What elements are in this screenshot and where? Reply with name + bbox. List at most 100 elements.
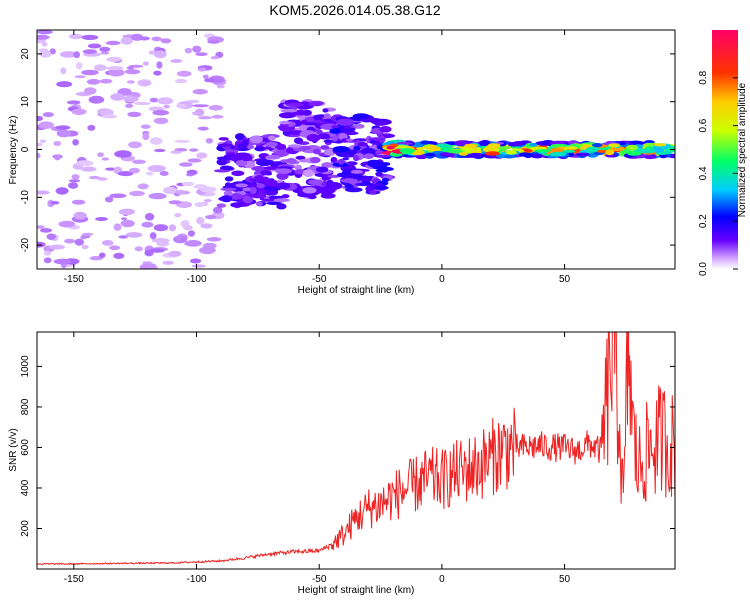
spectrogram-blob (368, 137, 385, 141)
spectrogram-blob (627, 151, 642, 156)
spectrogram-blob (265, 171, 272, 176)
spectrogram-blob (302, 109, 312, 116)
spectrogram-blob (37, 152, 41, 159)
spectrogram-blob (575, 152, 591, 157)
snr-x-label: Height of straight line (km) (298, 585, 415, 596)
spectrogram-blob (106, 66, 124, 71)
spectrogram-blob (439, 152, 454, 157)
spectrogram-blob (128, 167, 141, 174)
spectrogram-blob (56, 129, 72, 138)
spectrogram-blob (265, 141, 279, 148)
y-tick-label: 10 (20, 96, 31, 108)
spectrogram-blob (187, 158, 202, 163)
snr-marks (37, 332, 675, 566)
spectrogram-blob (149, 97, 159, 103)
spectrogram-blob (55, 125, 71, 130)
spectrogram-blob (343, 125, 351, 130)
spectrogram-blob (126, 66, 135, 70)
spectrogram-blob (220, 187, 237, 191)
spectrogram-blob (275, 149, 290, 157)
y-tick-label: 0 (20, 146, 31, 152)
spectrogram-blob (605, 149, 615, 156)
spectrogram-blob (125, 103, 134, 108)
spectrogram-blob (275, 168, 292, 174)
spectrogram-blob (144, 249, 154, 257)
spectrogram-blob (268, 195, 283, 199)
spectrogram-blob (276, 172, 289, 180)
spectrogram-blob (142, 61, 149, 66)
spectrogram-blob (377, 166, 394, 172)
spectrogram-blob (157, 97, 174, 105)
spectrogram-blob (375, 171, 383, 176)
spectrogram-blob (80, 166, 97, 172)
figure-title: KOM5.2026.014.05.38.G12 (269, 2, 440, 18)
spectrogram-blob (43, 257, 52, 264)
spectrogram-blob (307, 179, 323, 186)
spectrogram-blob (99, 252, 106, 258)
spectrogram-blob (106, 56, 122, 63)
spectrogram-blob (81, 69, 99, 76)
spectrogram-blob (59, 51, 78, 58)
spectrogram-blob (123, 96, 139, 103)
spectrogram-blob (373, 185, 389, 190)
y-tick-label: 400 (20, 479, 31, 496)
spectrogram-blob (235, 183, 248, 188)
spectrogram-blob (251, 166, 267, 171)
spectrogram-blob (128, 141, 142, 149)
spectrogram-blob (148, 192, 167, 200)
x-tick-label: 50 (559, 274, 571, 285)
spectrogram-blob (154, 148, 166, 153)
spectrogram-blob (120, 37, 133, 45)
y-tick-label: 1000 (20, 355, 31, 378)
spectrogram-blob (342, 157, 350, 161)
spectrogram-blob (160, 38, 172, 44)
spectrogram-blob (109, 245, 121, 251)
colorbar-tick-label: 0.0 (698, 262, 709, 276)
spectrogram-blob (230, 202, 245, 208)
spectrogram-blob (148, 264, 158, 269)
spectrogram-blob (643, 153, 657, 160)
spectrogram-blob (64, 238, 76, 244)
spectrogram-blob (152, 109, 169, 116)
spectrogram-blob (75, 61, 83, 70)
spectrogram-blob (273, 198, 290, 203)
spectrogram-blob (198, 116, 213, 120)
spectrogram-blob (464, 143, 478, 148)
spectrogram-blob (101, 157, 110, 161)
spectrogram-blob (321, 174, 329, 181)
spectrogram-blob (95, 217, 108, 221)
spectrogram-blob (246, 144, 255, 150)
spectrogram-blob (81, 244, 89, 250)
spectrogram-blob (223, 190, 233, 197)
spectrogram-blob (231, 170, 245, 177)
spectrogram-blob (175, 235, 182, 242)
y-tick-label: 20 (20, 48, 31, 60)
spectrogram-blob (153, 117, 169, 125)
spectrogram-blob (534, 149, 551, 153)
spectrogram-blob (126, 80, 135, 84)
spectrogram-blob (302, 187, 317, 194)
spectrogram-blob (124, 69, 141, 75)
spectrogram-blob (175, 189, 186, 195)
spectrogram-blob (212, 78, 223, 83)
spectrogram-blob (206, 237, 222, 242)
spectrogram-blob (99, 46, 111, 53)
spectrogram-blob (37, 142, 43, 147)
x-tick-label: -100 (186, 574, 206, 585)
snr-ticks: -150 -100 -50 0 50 200 400 600 800 1000 (20, 332, 675, 585)
spectrogram-blob (89, 256, 103, 261)
spectrogram-blob (518, 152, 530, 157)
spectrogram-blob (595, 149, 609, 153)
spectrogram-blob (369, 190, 377, 195)
spectrogram-blob (118, 208, 135, 215)
spectrogram-blob (316, 166, 329, 173)
spectrogram-blob (194, 108, 205, 117)
x-tick-label: 0 (439, 274, 445, 285)
y-tick-label: -10 (20, 190, 31, 205)
spectrogram-blob (170, 59, 183, 63)
spectrogram-blob (97, 152, 104, 157)
spectrogram-blob (146, 171, 154, 176)
spectrogram-blob (399, 148, 415, 154)
spectrogram-blob (529, 146, 548, 150)
spectrogram-blob (147, 165, 166, 172)
